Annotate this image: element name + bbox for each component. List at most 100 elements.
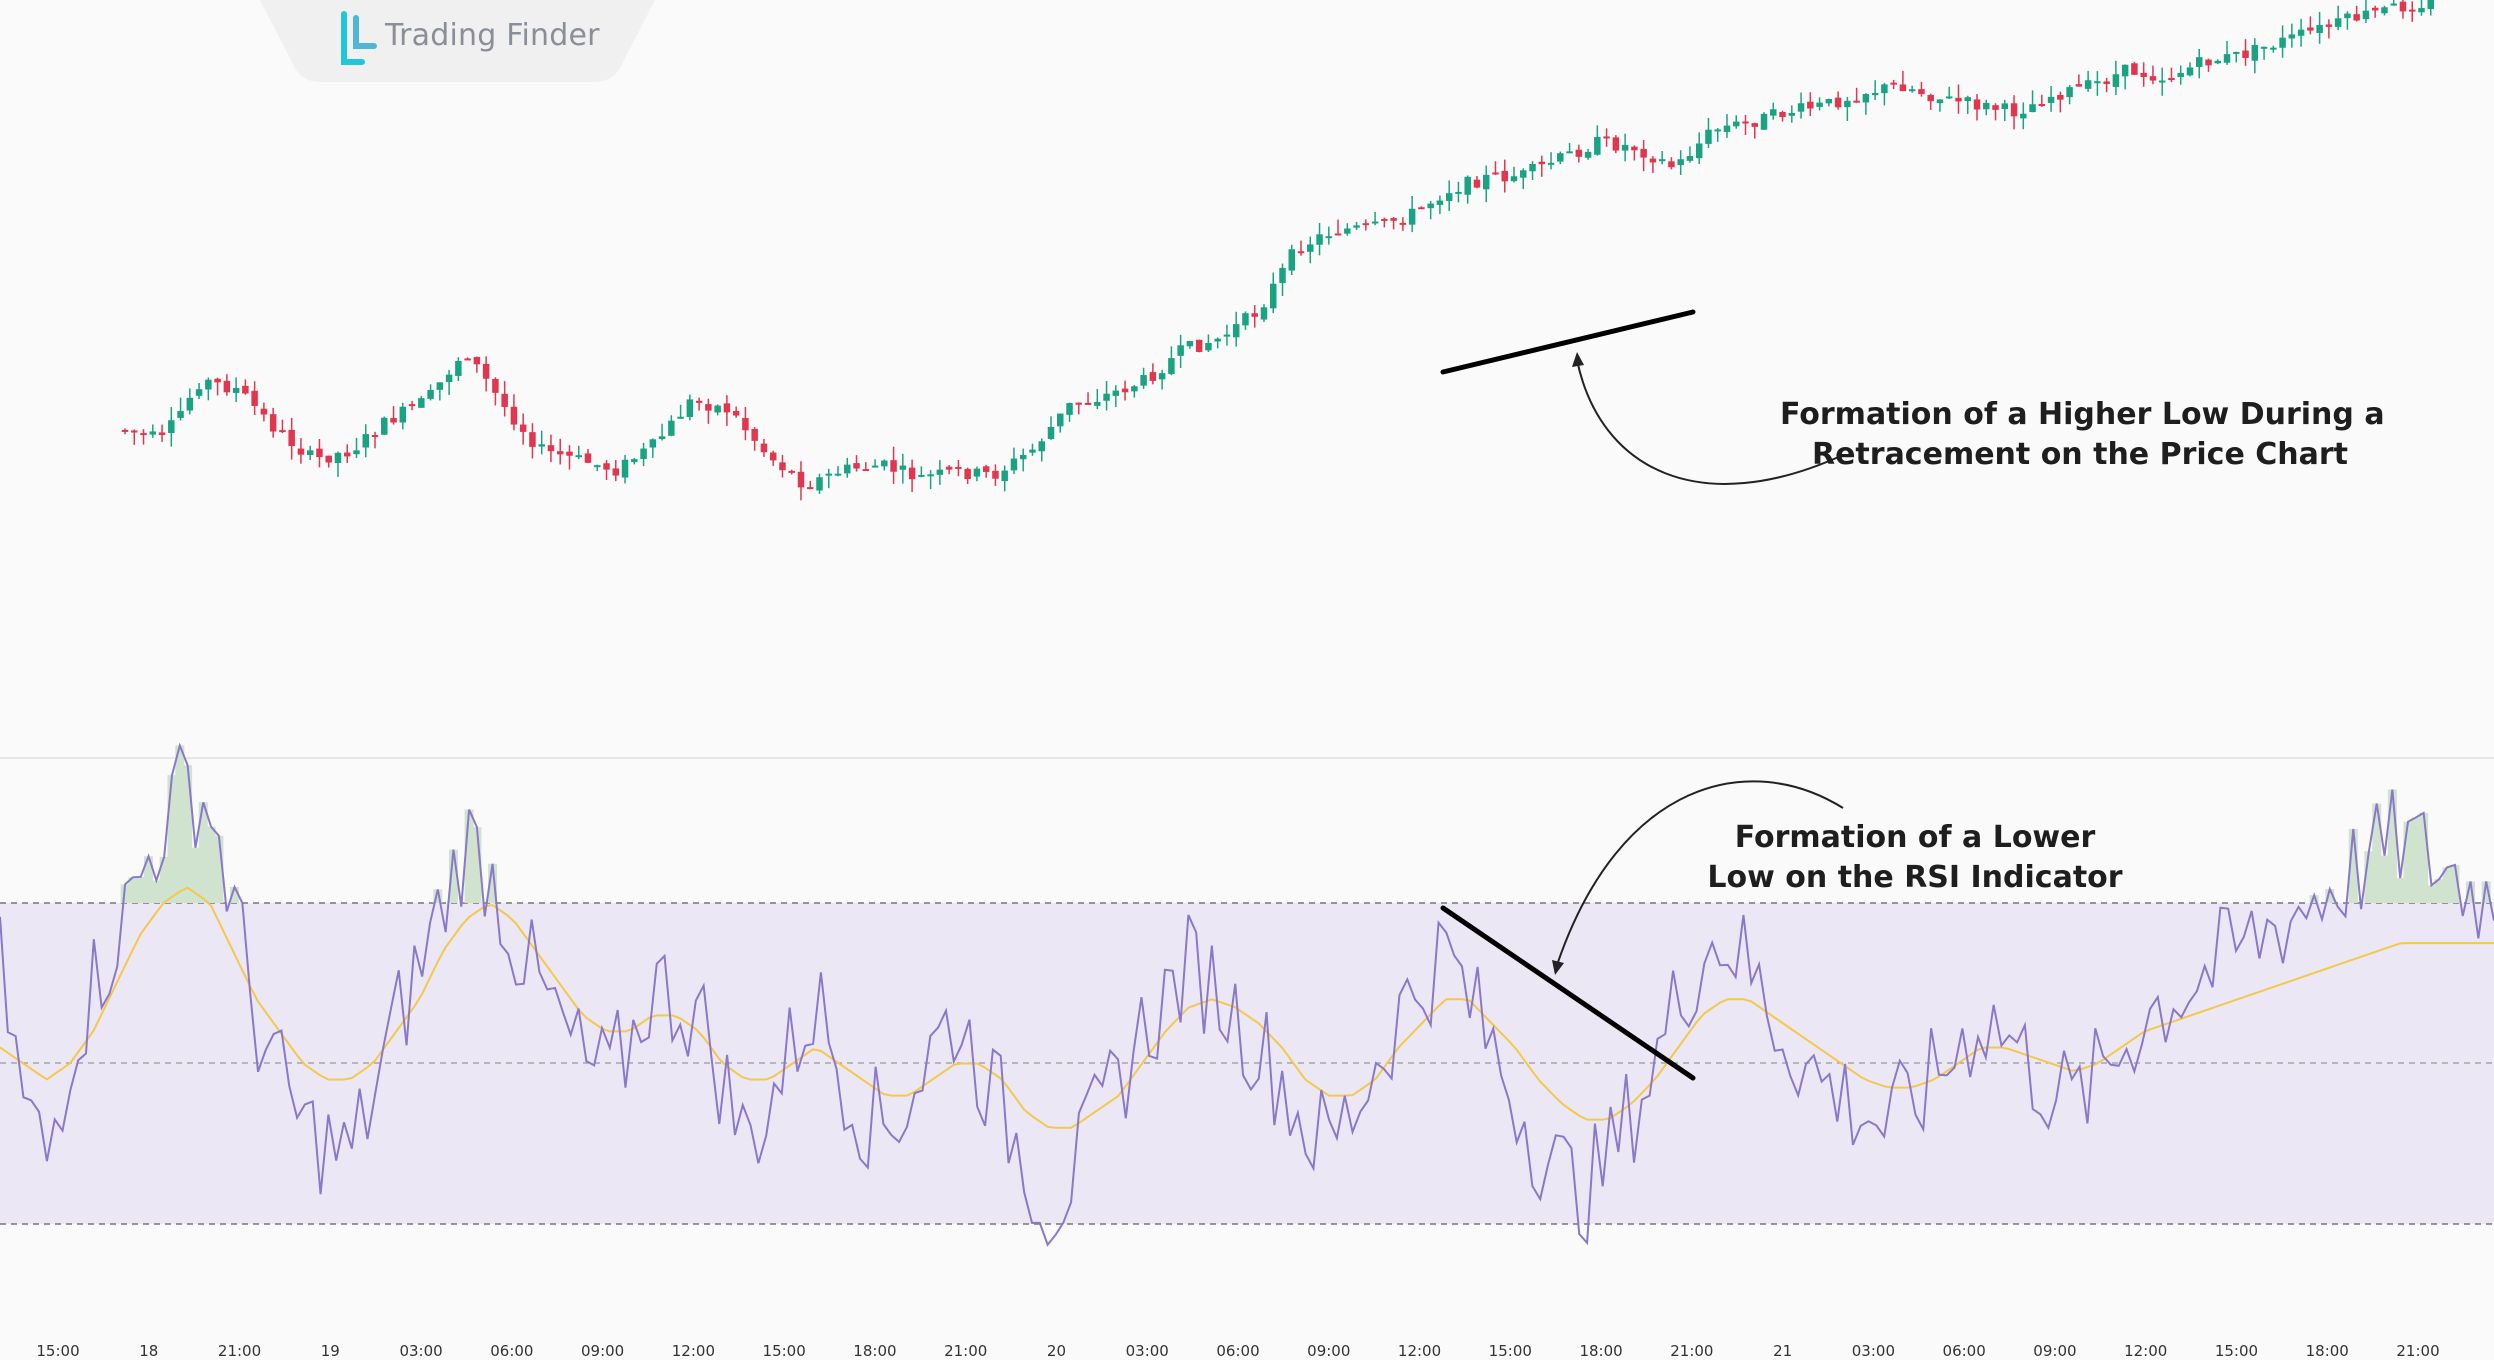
candle-body (1594, 136, 1601, 155)
candle-body (1529, 164, 1536, 172)
candle-body (1047, 426, 1055, 439)
candle-body (1908, 89, 1916, 92)
price-annotation-arrow (1576, 359, 1844, 485)
rsi-annotation-arrow (1556, 780, 1844, 966)
candle-body (806, 487, 814, 490)
x-tick-label: 18:00 (2305, 1342, 2349, 1360)
candle-body (2140, 72, 2147, 78)
candle-body (2334, 18, 2342, 27)
candle-body (1492, 172, 1499, 175)
candle-body (992, 470, 999, 479)
candle-body (1371, 221, 1379, 224)
x-tick-label: 19 (320, 1342, 340, 1360)
candle-body (140, 433, 147, 436)
candle-body (1399, 222, 1407, 225)
candle-body (2270, 47, 2277, 50)
candle-body (242, 385, 249, 394)
candle-body (927, 474, 934, 477)
candle-body (158, 432, 166, 436)
candle-body (936, 469, 944, 475)
candle-body (390, 417, 397, 423)
candle-body (1177, 345, 1184, 356)
candle-body (260, 408, 268, 415)
candle-body (1816, 102, 1823, 107)
x-tick-label: 20 (1046, 1342, 1066, 1360)
candle-body (1751, 123, 1759, 127)
candle-body (1334, 233, 1342, 236)
price-annotation-arrowhead (1572, 352, 1584, 367)
candle-body (1732, 121, 1740, 127)
candle-body (751, 428, 758, 441)
x-tick-label: 09:00 (1307, 1342, 1351, 1360)
candle-body (2057, 94, 2064, 100)
candle-body (2131, 63, 2138, 75)
candle-body (1881, 84, 1888, 94)
candle-body (1918, 89, 1925, 95)
candle-body (205, 379, 212, 390)
candle-body (1094, 401, 1101, 406)
candle-body (2186, 67, 2194, 76)
candle-body (1983, 102, 1990, 110)
candle-body (1501, 170, 1508, 182)
candle-body (1029, 449, 1036, 453)
candle-body (908, 467, 916, 480)
candle-body (131, 430, 138, 433)
candle-body (2260, 46, 2268, 49)
candle-body (1621, 144, 1629, 151)
candle-body (1168, 358, 1175, 374)
candle-body (2177, 72, 2184, 78)
x-tick-label: 09:00 (580, 1342, 625, 1360)
x-tick-label: 15:00 (2214, 1342, 2259, 1360)
candle-body (2001, 103, 2009, 109)
rsi-annotation-line-2: Low on the RSI Indicator (1707, 860, 2123, 895)
rsi-annotation-line-1: Formation of a Lower (1734, 820, 2096, 855)
candle-body (1084, 402, 1092, 405)
candle-body (1705, 129, 1712, 144)
candle-body (714, 405, 721, 413)
candle-body (973, 468, 981, 477)
candle-body (2047, 96, 2055, 103)
candle-body (658, 436, 666, 440)
candle-body (649, 439, 657, 448)
candle-body (566, 451, 573, 456)
candle-body (677, 416, 684, 419)
candle-body (279, 430, 286, 433)
candle-body (1121, 388, 1129, 393)
candle-body (1436, 200, 1444, 205)
price-annotation-line-1: Formation of a Higher Low During a (1780, 397, 2385, 432)
candle-body (2381, 7, 2388, 14)
candle-body (668, 420, 675, 436)
x-tick-label: 03:00 (1125, 1342, 1169, 1360)
candle-body (1649, 158, 1657, 163)
candle-body (1788, 112, 1796, 116)
price-annotation: Formation of a Higher Low During a Retra… (1780, 395, 2385, 475)
candle-body (177, 411, 184, 418)
candle-body (1992, 105, 1999, 110)
candle-body (1668, 161, 1675, 168)
candle-body (2158, 80, 2166, 83)
candle-body (2307, 27, 2314, 31)
candle-body (1010, 458, 1018, 471)
candle-body (381, 417, 388, 435)
candle-body (1297, 251, 1305, 254)
candle-body (353, 450, 360, 455)
candle-body (1844, 100, 1851, 108)
candle-body (538, 444, 545, 447)
candle-body (1640, 148, 1647, 158)
candle-body (316, 448, 323, 458)
candle-body (325, 455, 332, 463)
trading-finder-logo-icon (341, 11, 377, 65)
candle-body (214, 378, 221, 383)
candle-body (2242, 50, 2249, 58)
candle-body (1760, 113, 1768, 130)
candle-body (2325, 24, 2333, 27)
candle-body (492, 378, 499, 393)
x-tick-label: 18 (139, 1342, 159, 1360)
candle-body (732, 411, 740, 416)
candle-body (1066, 403, 1073, 415)
candle-body (1019, 454, 1027, 460)
candle-body (2094, 81, 2101, 84)
candle-body (1418, 207, 1425, 210)
candle-body (1927, 94, 1934, 102)
